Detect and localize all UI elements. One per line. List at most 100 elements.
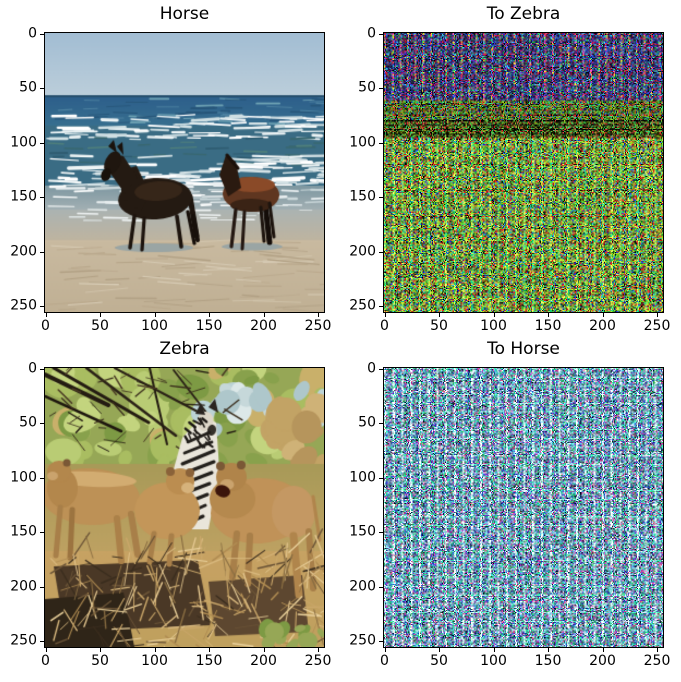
y-tick	[379, 197, 383, 198]
x-tick-label: 200	[250, 318, 277, 334]
x-tick-label: 250	[304, 318, 332, 334]
x-tick	[439, 313, 440, 317]
to-zebra-image	[384, 33, 663, 312]
y-tick	[40, 586, 44, 588]
y-tick-label: 100	[349, 469, 376, 485]
y-tick-label: 0	[367, 25, 376, 41]
x-tick	[439, 648, 440, 652]
y-tick-label: 250	[349, 297, 376, 314]
y-tick	[40, 368, 44, 370]
zebra-image	[45, 368, 324, 647]
y-tick	[379, 423, 383, 424]
x-tick-label: 0	[41, 653, 50, 669]
axes-zebra	[44, 367, 325, 648]
x-tick	[602, 313, 604, 317]
x-tick-label: 100	[480, 653, 507, 669]
x-tick-label: 250	[643, 653, 671, 669]
x-tick	[493, 313, 495, 317]
x-tick	[100, 313, 101, 317]
y-tick-label: 200	[10, 243, 37, 259]
subplot-title: Horse	[159, 4, 210, 24]
x-tick	[548, 313, 549, 317]
y-tick-label: 150	[10, 188, 37, 205]
x-tick	[318, 313, 319, 317]
y-tick	[379, 306, 383, 307]
x-tick	[602, 648, 604, 652]
y-tick	[379, 586, 383, 588]
x-tick	[263, 648, 265, 652]
to-horse-image	[384, 368, 663, 647]
y-tick	[379, 88, 383, 89]
x-tick-label: 200	[250, 653, 277, 669]
y-tick	[40, 306, 44, 307]
y-tick	[379, 477, 383, 479]
x-tick-label: 100	[141, 653, 168, 669]
subplot-horse: Horse 0 50 100 150 200 250 0 50 100 150 200 250	[10, 4, 331, 334]
y-tick	[379, 142, 383, 144]
x-tick-label: 200	[589, 653, 616, 669]
x-tick	[657, 313, 658, 317]
y-tick	[40, 33, 44, 35]
subplot-to-horse: To Horse 0 50 100 150 200 250 0 50 100 150 200 250	[349, 339, 670, 669]
subplot-title: To Horse	[487, 339, 560, 359]
x-tick	[548, 648, 549, 652]
y-tick-label: 50	[358, 414, 376, 431]
y-tick-label: 150	[349, 523, 376, 540]
y-tick-label: 250	[10, 297, 37, 314]
x-tick	[318, 648, 319, 652]
y-tick	[40, 423, 44, 424]
y-tick	[40, 88, 44, 89]
x-tick-label: 200	[589, 318, 616, 334]
x-tick	[209, 313, 210, 317]
x-tick-label: 50	[430, 318, 448, 334]
axes-to-horse	[383, 367, 664, 648]
x-tick	[154, 313, 156, 317]
x-tick-label: 0	[41, 318, 50, 334]
x-tick-label: 150	[534, 653, 562, 669]
y-tick-label: 0	[28, 25, 37, 41]
x-tick	[45, 648, 47, 652]
x-tick	[100, 648, 101, 652]
x-tick-label: 250	[304, 653, 332, 669]
horse-image	[45, 33, 324, 312]
y-tick-label: 250	[349, 632, 376, 649]
y-tick	[40, 197, 44, 198]
x-tick-label: 100	[141, 318, 168, 334]
x-tick-label: 150	[195, 318, 223, 334]
x-tick	[263, 313, 265, 317]
y-tick-label: 100	[10, 134, 37, 150]
x-tick	[384, 648, 386, 652]
y-tick-label: 0	[28, 360, 37, 376]
x-tick-label: 50	[91, 318, 109, 334]
x-tick	[384, 313, 386, 317]
y-tick-label: 150	[349, 188, 376, 205]
x-tick	[657, 648, 658, 652]
x-tick-label: 50	[430, 653, 448, 669]
y-tick	[40, 251, 44, 253]
y-tick-label: 200	[349, 578, 376, 594]
y-tick	[40, 477, 44, 479]
y-tick	[379, 251, 383, 253]
subplot-to-zebra: To Zebra 0 50 100 150 200 250 0 50 100 150 200 250	[349, 4, 670, 334]
y-tick	[379, 368, 383, 370]
y-tick-label: 250	[10, 632, 37, 649]
x-tick-label: 0	[380, 318, 389, 334]
x-tick	[45, 313, 47, 317]
y-tick-label: 50	[358, 79, 376, 96]
x-tick-label: 100	[480, 318, 507, 334]
subplot-title: Zebra	[159, 339, 210, 359]
y-tick	[379, 532, 383, 533]
y-tick	[40, 641, 44, 642]
y-tick	[379, 641, 383, 642]
y-tick-label: 50	[19, 414, 37, 431]
y-tick-label: 100	[349, 134, 376, 150]
x-tick	[209, 648, 210, 652]
y-tick-label: 200	[10, 578, 37, 594]
axes-horse	[44, 32, 325, 313]
x-tick	[493, 648, 495, 652]
axes-to-zebra	[383, 32, 664, 313]
x-tick-label: 250	[643, 318, 671, 334]
y-tick	[40, 532, 44, 533]
y-tick-label: 100	[10, 469, 37, 485]
